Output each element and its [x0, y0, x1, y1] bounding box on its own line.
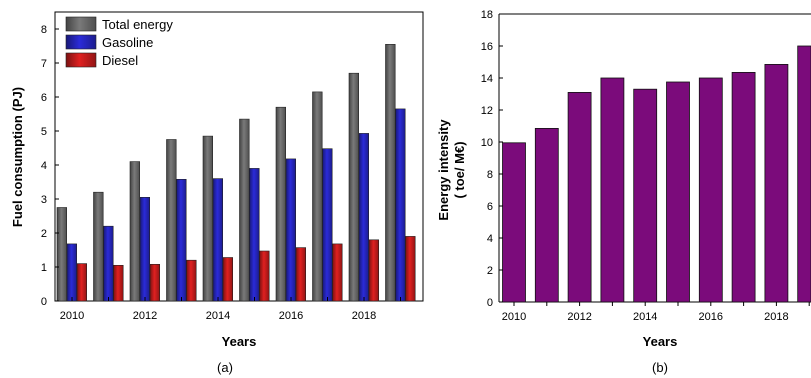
bar-energy-intensity-2011: [534, 127, 559, 303]
x-tick-label: 2016: [279, 310, 303, 322]
bar-diesel-2017: [332, 243, 343, 302]
bar-diesel-2016: [295, 247, 306, 302]
bar-total-energy-2013: [166, 139, 177, 302]
bar-diesel-2012: [149, 263, 160, 302]
legend-swatch: [65, 52, 97, 68]
bar-total-energy-2017: [312, 91, 323, 302]
legend-label: Diesel: [102, 53, 138, 68]
bar-diesel-2010: [76, 263, 87, 302]
y-axis-title: Fuel consumption (PJ): [10, 87, 25, 227]
bar-total-energy-2015: [239, 118, 250, 302]
bars-group: [56, 43, 416, 302]
bar-energy-intensity-2015: [666, 81, 690, 303]
bar-gasoline-2018: [358, 133, 369, 302]
y-tick-label: 8: [41, 24, 47, 36]
bar-gasoline-2010: [66, 243, 77, 302]
bar-energy-intensity-2019: [797, 45, 811, 303]
y-tick-label: 8: [487, 169, 493, 181]
x-tick-label: 2014: [206, 310, 230, 322]
x-tick-label: 2014: [633, 311, 657, 323]
bar-total-energy-2014: [202, 135, 213, 302]
panel-label: (b): [652, 360, 668, 375]
bar-gasoline-2017: [322, 148, 333, 302]
x-tick-label: 2010: [60, 310, 84, 322]
bar-diesel-2011: [113, 264, 124, 302]
bar-gasoline-2012: [139, 197, 150, 302]
y-tick-label: 7: [41, 58, 47, 70]
y-axis-title: Energy intensity: [436, 119, 451, 221]
x-tick-label: 2016: [699, 311, 723, 323]
y-tick-label: 2: [41, 228, 47, 240]
bar-gasoline-2015: [249, 168, 260, 302]
x-tick-label: 2010: [502, 311, 526, 323]
bar-energy-intensity-2018: [764, 64, 789, 303]
bar-energy-intensity-2012: [567, 92, 592, 303]
bar-energy-intensity-2017: [731, 72, 756, 303]
legend: Total energy Gasoline Diesel: [65, 16, 173, 68]
y-tick-label: 2: [487, 265, 493, 277]
y-tick-label: 18: [481, 9, 493, 21]
y-tick-label: 5: [41, 126, 47, 138]
bar-total-energy-2019: [385, 43, 396, 302]
bar-gasoline-2016: [285, 158, 296, 302]
bar-energy-intensity-2013: [600, 77, 625, 303]
y-axis-ticks: 0 2 4 6 8 10 12 14 16 18: [481, 9, 503, 309]
x-axis-ticks: 2010 2012 2014 2016 2018: [502, 302, 810, 323]
y-tick-label: 16: [481, 41, 493, 53]
plot-frame: [54, 11, 424, 302]
legend-swatch: [65, 34, 97, 50]
y-tick-label: 12: [481, 105, 493, 117]
y-tick-label: 4: [41, 160, 47, 172]
bar-total-energy-2018: [348, 72, 359, 302]
bar-diesel-2013: [186, 259, 197, 302]
panel-label: (a): [217, 360, 233, 375]
bar-diesel-2019: [405, 236, 416, 302]
bar-energy-intensity-2014: [633, 88, 658, 303]
bar-gasoline-2011: [103, 225, 114, 302]
legend-label: Total energy: [102, 17, 173, 32]
y-tick-label: 4: [487, 233, 493, 245]
y-tick-label: 14: [481, 73, 493, 85]
y-tick-label: 0: [487, 297, 493, 309]
bar-gasoline-2019: [395, 108, 406, 302]
y-tick-label: 6: [487, 201, 493, 213]
x-tick-label: 2018: [764, 311, 788, 323]
bar-diesel-2018: [368, 239, 379, 302]
legend-label: Gasoline: [102, 35, 153, 50]
bar-total-energy-2010: [56, 207, 67, 302]
bar-diesel-2015: [259, 250, 270, 302]
bar-total-energy-2011: [93, 191, 104, 302]
chart-fuel-consumption: 0 1 2 3 4 5 6 7 8 2010 2012 2014 2016 2018 Total ene…: [10, 11, 424, 375]
x-tick-label: 2012: [133, 310, 157, 322]
x-axis-title: Years: [643, 334, 678, 349]
bar-diesel-2014: [222, 257, 233, 302]
x-tick-label: 2018: [352, 310, 376, 322]
bars-group: [502, 45, 811, 303]
bar-gasoline-2013: [176, 179, 187, 302]
y-axis-title-line2: ( toe/ M€): [452, 141, 467, 198]
y-axis-ticks: 0 1 2 3 4 5 6 7 8: [41, 24, 59, 308]
bar-gasoline-2014: [212, 178, 223, 302]
y-tick-label: 1: [41, 262, 47, 274]
chart-energy-intensity: 0 2 4 6 8 10 12 14 16 18 2010 2012 2014 2016 2018 Yea…: [436, 9, 811, 375]
y-tick-label: 3: [41, 194, 47, 206]
x-axis-title: Years: [222, 334, 257, 349]
x-tick-label: 2012: [567, 311, 591, 323]
legend-swatch: [65, 16, 97, 32]
y-tick-label: 10: [481, 137, 493, 149]
bar-total-energy-2012: [129, 161, 140, 302]
y-tick-label: 6: [41, 92, 47, 104]
bar-energy-intensity-2016: [698, 77, 723, 303]
x-axis-ticks: 2010 2012 2014 2016 2018: [60, 297, 401, 322]
bar-total-energy-2016: [275, 106, 286, 302]
y-tick-label: 0: [41, 296, 47, 308]
bar-energy-intensity-2010: [502, 142, 526, 303]
